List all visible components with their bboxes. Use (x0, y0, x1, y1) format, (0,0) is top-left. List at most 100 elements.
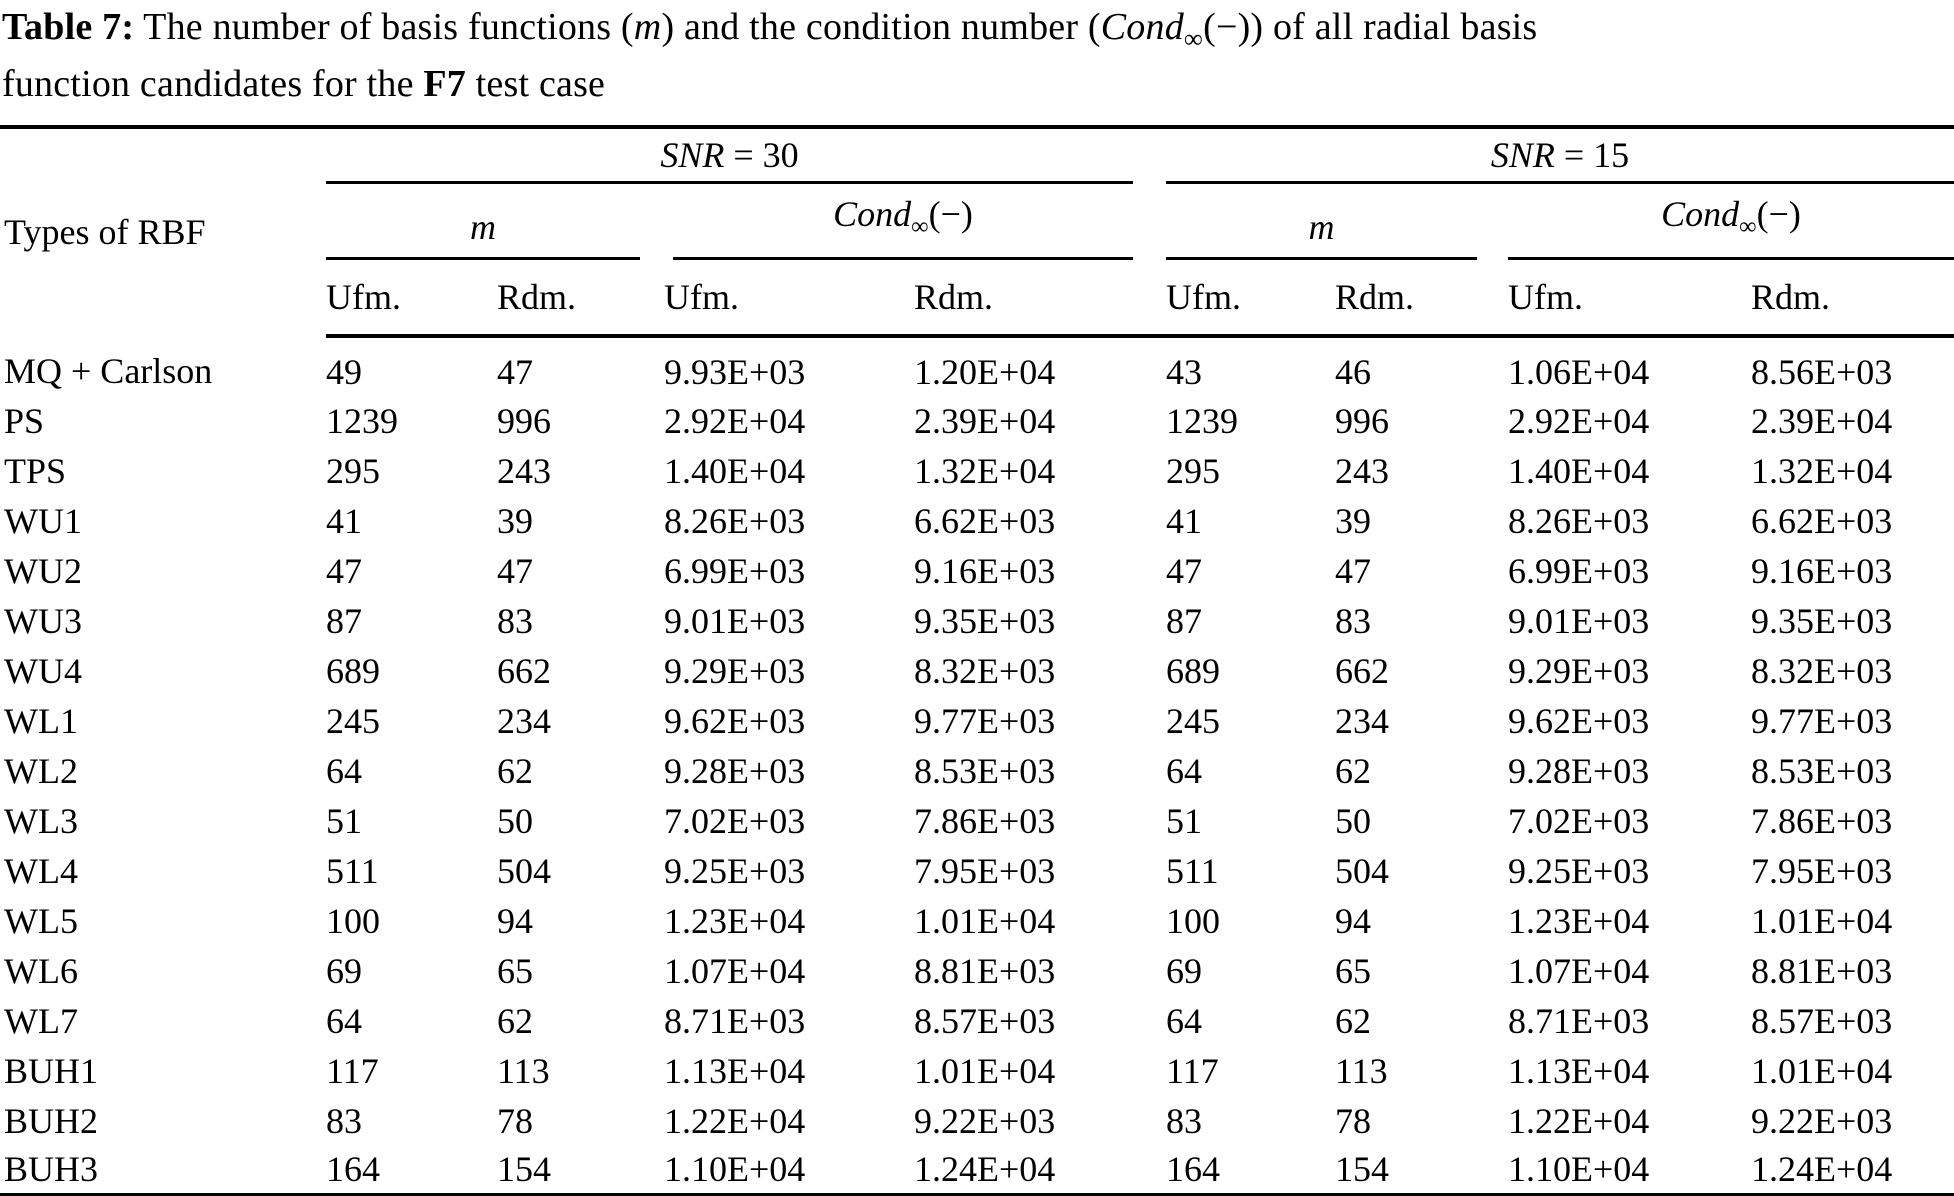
rbf-type: WL4 (4, 850, 78, 891)
value-cell: 9.35E+03 (914, 600, 1056, 641)
snr15-label: SNR (1490, 134, 1555, 175)
value-cell: 47 (1335, 550, 1372, 591)
subgroup-cond-snr30: Cond∞(−) (664, 184, 1166, 260)
value-cell: 64 (326, 750, 362, 791)
value-cell: 1.23E+04 (1508, 900, 1650, 941)
value-cell: 69 (326, 950, 362, 991)
value-cell: 9.62E+03 (664, 700, 806, 741)
value-cell: 117 (326, 1050, 379, 1091)
rbf-type: MQ + Carlson (4, 350, 213, 391)
m-snr15-label: m (1308, 206, 1335, 247)
value-cell: 9.29E+03 (1508, 650, 1650, 691)
column-header-types-of-rbf: Types of RBF (0, 124, 326, 336)
value-cell: 9.25E+03 (1508, 850, 1650, 891)
table-row: WL1 245 234 9.62E+03 9.77E+03 245 234 9.… (0, 696, 1954, 746)
value-cell: 245 (1166, 700, 1221, 741)
value-cell: 7.86E+03 (1751, 800, 1893, 841)
value-cell: 50 (497, 800, 533, 841)
table-body: MQ + Carlson 49 47 9.93E+03 1.20E+04 43 … (0, 336, 1954, 1196)
value-cell: 1.10E+04 (1508, 1145, 1752, 1196)
caption-text-4: function candidates for the (2, 62, 424, 105)
value-cell: 8.71E+03 (664, 1000, 806, 1041)
value-cell: 1.32E+04 (914, 450, 1056, 491)
header-row-leaf: Ufm. Rdm. Ufm. Rdm. Ufm. Rdm. Ufm. Rdm. (0, 259, 1954, 338)
value-cell: 8.26E+03 (1508, 500, 1650, 541)
value-cell: 6.62E+03 (914, 500, 1056, 541)
value-cell: 9.62E+03 (1508, 700, 1650, 741)
value-cell: 234 (1335, 700, 1390, 741)
cond-snr15-paren: (−) (1756, 193, 1801, 234)
value-cell: 8.56E+03 (1751, 351, 1893, 392)
value-cell: 996 (1335, 400, 1390, 441)
value-cell: 1239 (1166, 400, 1239, 441)
header-row-subgroups: m Cond∞(−) m Cond∞(−) (0, 184, 1954, 260)
value-cell: 243 (497, 450, 551, 491)
value-cell: 83 (497, 600, 533, 641)
rbf-results-table: Types of RBF SNR = 30 SNR = 15 m Cond∞(−… (0, 124, 1954, 1196)
value-cell: 662 (497, 650, 551, 691)
group-header-snr30: SNR = 30 (326, 124, 1167, 184)
value-cell: 65 (1335, 950, 1372, 991)
value-cell: 1.01E+04 (914, 1050, 1056, 1091)
value-cell: 8.53E+03 (1751, 750, 1893, 791)
rbf-type: WU1 (4, 500, 82, 541)
rbf-type: WL5 (4, 900, 78, 941)
cond-snr30-infinity: ∞ (911, 212, 929, 240)
leaf-header-rdm-m-snr15: Rdm. (1335, 259, 1509, 338)
table-row: WL7 64 62 8.71E+03 8.57E+03 64 62 8.71E+… (0, 996, 1954, 1046)
rbf-type: WU4 (4, 650, 82, 691)
value-cell: 164 (326, 1145, 497, 1196)
value-cell: 6.99E+03 (664, 550, 806, 591)
cond-snr30-rule: Cond∞(−) (673, 184, 1134, 260)
leaf-header-ufm-cond-snr15: Ufm. (1508, 259, 1752, 338)
value-cell: 78 (1335, 1100, 1372, 1141)
value-cell: 62 (497, 1000, 533, 1041)
value-cell: 51 (1166, 800, 1203, 841)
table-row: TPS 295 243 1.40E+04 1.32E+04 295 243 1.… (0, 446, 1954, 496)
value-cell: 243 (1335, 450, 1390, 491)
snr15-value: = 15 (1554, 134, 1630, 175)
value-cell: 8.81E+03 (1751, 950, 1893, 991)
value-cell: 1.22E+04 (664, 1100, 806, 1141)
cond-snr30-label: Cond (833, 193, 912, 234)
value-cell: 69 (1166, 950, 1203, 991)
caption-f7-bold: F7 (423, 62, 466, 105)
value-cell: 39 (497, 500, 533, 541)
value-cell: 100 (1166, 900, 1221, 941)
value-cell: 9.93E+03 (664, 351, 806, 392)
rbf-type: WU3 (4, 600, 82, 641)
value-cell: 62 (497, 750, 533, 791)
value-cell: 65 (497, 950, 533, 991)
leaf-header-rdm-m-snr30: Rdm. (497, 259, 664, 338)
value-cell: 64 (1166, 1000, 1203, 1041)
value-cell: 2.92E+04 (1508, 400, 1650, 441)
table-row: WU4 689 662 9.29E+03 8.32E+03 689 662 9.… (0, 646, 1954, 696)
rbf-type: WL6 (4, 950, 78, 991)
value-cell: 78 (497, 1100, 533, 1141)
value-cell: 1.13E+04 (1508, 1050, 1650, 1091)
value-cell: 113 (1335, 1050, 1388, 1091)
leaf-header-ufm-m-snr15: Ufm. (1166, 259, 1336, 338)
table-row: BUH3 164 154 1.10E+04 1.24E+04 164 154 1… (0, 1145, 1954, 1196)
value-cell: 9.01E+03 (1508, 600, 1650, 641)
value-cell: 8.32E+03 (1751, 650, 1893, 691)
value-cell: 9.25E+03 (664, 850, 806, 891)
value-cell: 662 (1335, 650, 1390, 691)
leaf-header-rdm-cond-snr15: Rdm. (1751, 259, 1954, 338)
rbf-type: WU2 (4, 550, 82, 591)
value-cell: 1.01E+04 (1751, 1050, 1893, 1091)
value-cell: 47 (1166, 550, 1203, 591)
table-row: WL2 64 62 9.28E+03 8.53E+03 64 62 9.28E+… (0, 746, 1954, 796)
value-cell: 47 (326, 550, 362, 591)
value-cell: 9.77E+03 (1751, 700, 1893, 741)
value-cell: 47 (497, 351, 533, 392)
caption-m-symbol: m (633, 6, 662, 48)
value-cell: 39 (1335, 500, 1372, 541)
table-row: PS 1239 996 2.92E+04 2.39E+04 1239 996 2… (0, 396, 1954, 446)
value-cell: 7.02E+03 (1508, 800, 1650, 841)
value-cell: 1.07E+04 (1508, 950, 1650, 991)
value-cell: 64 (1166, 750, 1203, 791)
value-cell: 1.24E+04 (914, 1145, 1167, 1196)
value-cell: 234 (497, 700, 551, 741)
